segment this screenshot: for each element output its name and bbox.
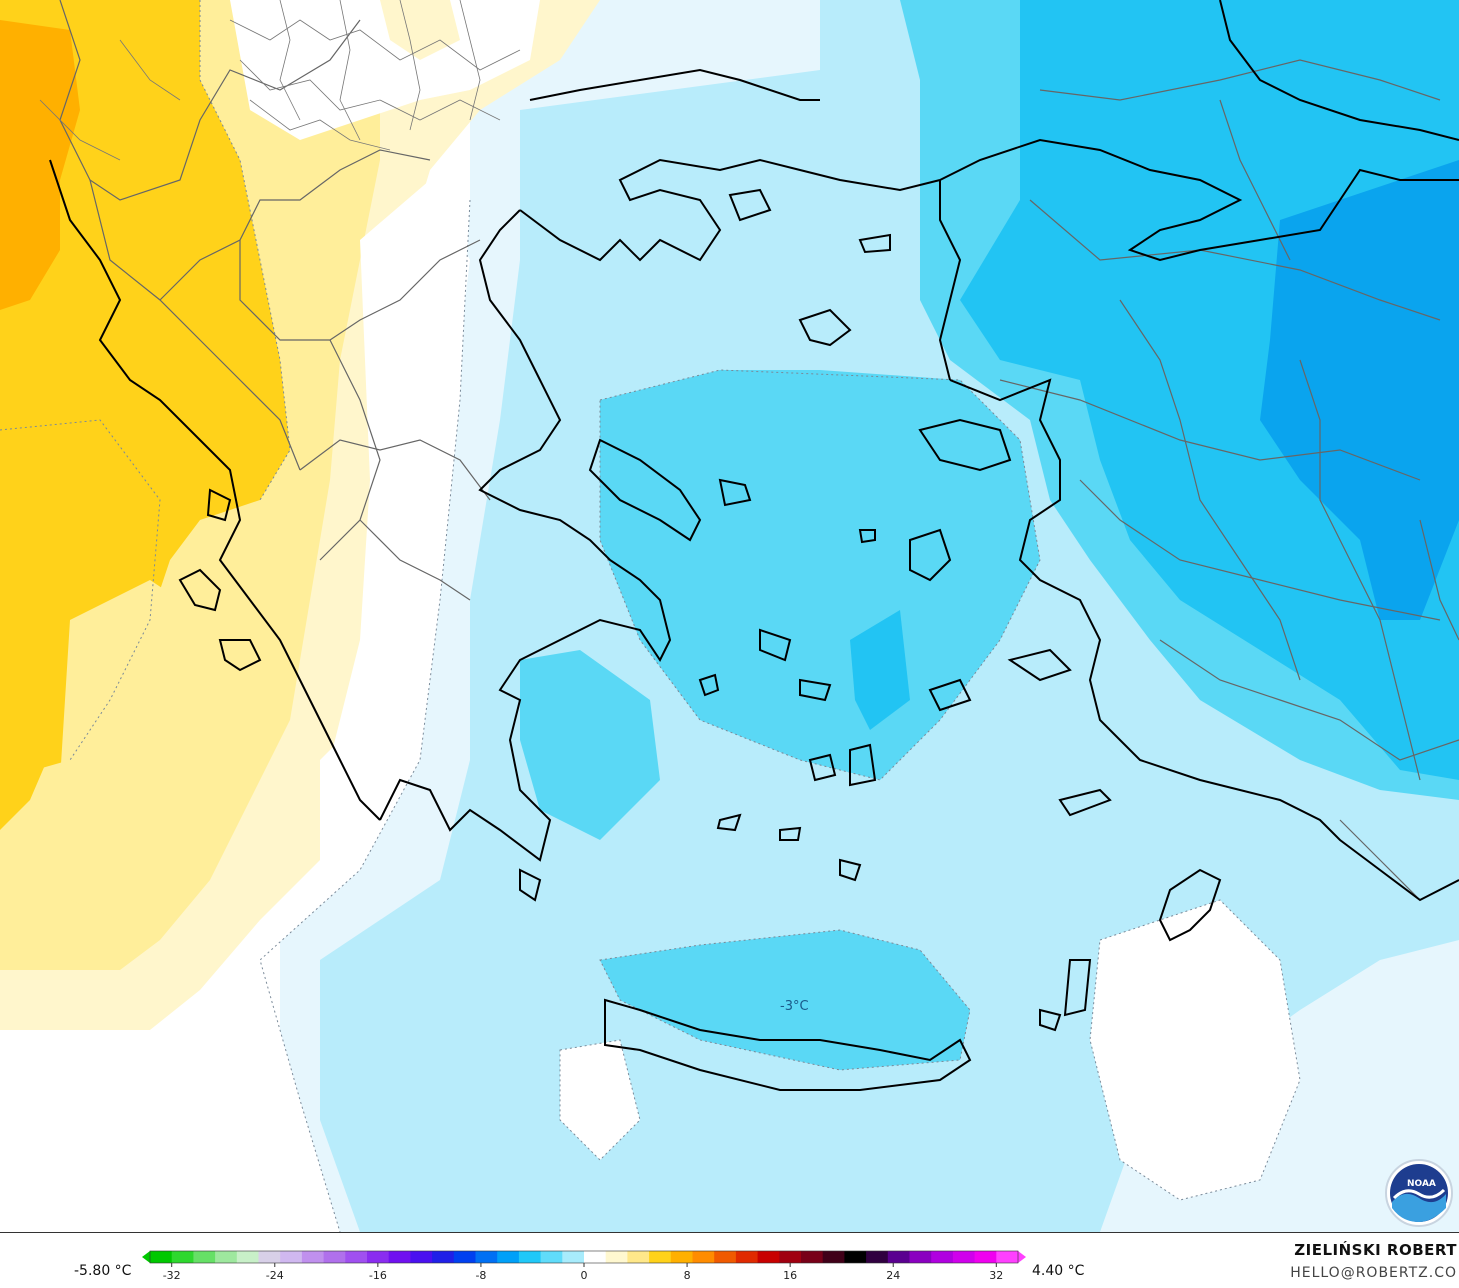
regional-borders [39, 0, 521, 161]
colorbar-segment [649, 1251, 672, 1263]
colorbar-segment [931, 1251, 954, 1263]
colorbar-segment [540, 1251, 563, 1263]
warm-north-blobs [230, 0, 540, 140]
legend-footer: -5.80 °C -32 -24 -16 -8 0 8 16 24 32 4.40 °C ZIE… [0, 1232, 1459, 1288]
colorbar-tick-label: 16 [783, 1269, 797, 1282]
colorbar-segment [150, 1251, 173, 1263]
cold-deep-east [1260, 160, 1459, 620]
temperature-colorbar: -32 -24 -16 -8 0 8 16 24 32 [142, 1250, 1026, 1282]
colorbar-tick-label: 32 [989, 1269, 1003, 1282]
contour-lines [0, 0, 1301, 1232]
neutral-southwest [0, 920, 320, 1232]
warm-north-pale [380, 0, 460, 60]
colorbar-segment [866, 1251, 889, 1263]
borders [59, 0, 1459, 901]
colorbar-segment [345, 1251, 368, 1263]
cold-mid-crete [600, 930, 970, 1070]
colorbar-segment [822, 1251, 845, 1263]
colorbar-segment [714, 1251, 737, 1263]
colorbar-segment [562, 1251, 585, 1263]
colorbar-segment [735, 1251, 759, 1263]
colorbar-segment [171, 1251, 194, 1263]
colorbar-segment [670, 1251, 693, 1263]
noaa-logo-text: NOAA [1407, 1179, 1436, 1189]
colorbar-segment [801, 1251, 824, 1263]
colorbar-max-arrow [1018, 1251, 1026, 1263]
colorbar-min-arrow [142, 1251, 150, 1263]
colorbar-segment [388, 1251, 411, 1263]
colorbar-tick-label: -8 [475, 1269, 486, 1282]
noaa-logo: NOAA [1385, 1159, 1453, 1227]
colorbar-segment [475, 1251, 498, 1263]
colorbar-segment [410, 1251, 433, 1263]
colorbar-segment [193, 1251, 216, 1263]
colorbar-segment [844, 1251, 867, 1263]
contour-label: -3°C [780, 999, 809, 1014]
author-credit: ZIELIŃSKI ROBERT [1294, 1241, 1457, 1259]
colorbar-segment [432, 1251, 455, 1263]
colorbar-segment [909, 1251, 932, 1263]
colorbar-tick-label: -16 [369, 1269, 387, 1282]
colorbar-tick-label: -24 [266, 1269, 284, 1282]
colorbar-tick-label: 0 [581, 1269, 588, 1282]
colorbar-segment [627, 1251, 650, 1263]
colorbar-segment [974, 1251, 997, 1263]
colorbar-segment [605, 1251, 628, 1263]
colorbar-segment [757, 1251, 780, 1263]
coastlines [49, 0, 1459, 1091]
colorbar-tick-label: 8 [684, 1269, 691, 1282]
colorbar-segment [952, 1251, 976, 1263]
author-email: HELLO@ROBERTZ.CO [1290, 1265, 1457, 1281]
colorbar-segment [779, 1251, 802, 1263]
colorbar-segment [258, 1251, 281, 1263]
colorbar-segment [280, 1251, 303, 1263]
warm-light-coast [60, 580, 220, 920]
colorbar-segment [215, 1251, 238, 1263]
colorbar-segment [518, 1251, 542, 1263]
neutral-greece-west [330, 180, 470, 860]
colorbar-segment [453, 1251, 476, 1263]
colorbar-segment [996, 1251, 1019, 1263]
colorbar-segment [323, 1251, 346, 1263]
cold-mid-west [520, 650, 660, 840]
colorbar-tick-label: -32 [163, 1269, 181, 1282]
colorbar-tick-label: 24 [886, 1269, 900, 1282]
colorbar-segment [584, 1251, 607, 1263]
min-value-label: -5.80 °C [74, 1263, 132, 1279]
warm-mid-adriatic [0, 420, 160, 780]
temperature-map: -3°C NOAA [0, 0, 1459, 1232]
cold-strong-pocket [850, 610, 910, 730]
colorbar-segment [367, 1251, 390, 1263]
max-value-label: 4.40 °C [1032, 1263, 1085, 1279]
neutral-south-pocket [560, 1040, 640, 1160]
cold-strong-turkey [960, 0, 1459, 780]
colorbar-segment [497, 1251, 520, 1263]
neutral-southeast [1090, 900, 1300, 1200]
colorbar-segment [887, 1251, 910, 1263]
colorbar-segment [236, 1251, 259, 1263]
warm-deep-region [0, 20, 80, 310]
colorbar-segment [301, 1251, 325, 1263]
colorbar-segment [692, 1251, 715, 1263]
